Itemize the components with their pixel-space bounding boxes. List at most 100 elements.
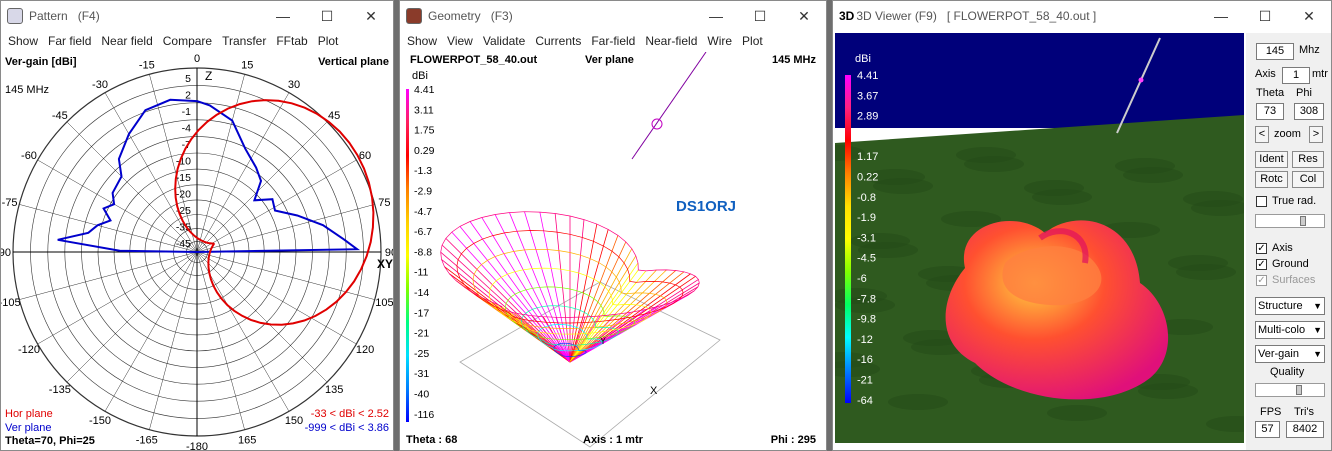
maximize-icon[interactable]: ☐ — [320, 7, 334, 24]
viewer-scale-label: -12 — [857, 334, 873, 346]
axis-label: Axis — [1255, 68, 1276, 80]
close-icon[interactable]: ✕ — [798, 7, 810, 24]
polar-angle-label: 165 — [238, 434, 256, 446]
minimize-icon[interactable]: — — [709, 8, 723, 24]
polar-angle-label: 75 — [378, 197, 390, 209]
gain-label: Ver-gain [dBi] — [5, 56, 77, 68]
fps-value: 57 — [1255, 421, 1280, 438]
top-slider-thumb[interactable] — [1300, 216, 1306, 226]
polar-gain-tick: -4 — [182, 123, 191, 135]
pattern-window: Pattern (F4) — ☐ ✕ Show Far field Near f… — [0, 0, 394, 451]
viewer-scale-label: -3.1 — [857, 232, 876, 244]
freq-label: 145 MHz — [5, 84, 50, 96]
close-icon[interactable]: ✕ — [365, 7, 377, 24]
axis-checkbox[interactable]: ✓ — [1256, 243, 1267, 254]
top-slider[interactable] — [1255, 214, 1325, 228]
axis-input[interactable]: 1 — [1282, 67, 1310, 84]
theta-phi-label: Theta=70, Phi=25 — [5, 435, 95, 447]
polar-spoke — [149, 251, 198, 430]
geo-color-bar — [406, 89, 409, 422]
menu-transfer[interactable]: Transfer — [222, 34, 267, 48]
freq-input[interactable]: 145 — [1256, 43, 1294, 60]
ident-button[interactable]: Ident — [1255, 151, 1288, 168]
antenna-wire — [631, 52, 707, 160]
polar-spoke — [66, 121, 198, 253]
polar-angle-label: -165 — [136, 434, 158, 446]
maximize-icon[interactable]: ☐ — [753, 7, 767, 24]
polar-spoke — [104, 92, 198, 253]
pattern-titlebar[interactable]: Pattern (F4) — ☐ ✕ — [1, 1, 393, 31]
polar-angle-label: -60 — [21, 150, 37, 162]
geometry-theta: Theta : 68 — [406, 434, 458, 446]
menu-far-field[interactable]: Far-field — [591, 34, 636, 48]
geo-scale-label: -11 — [414, 267, 429, 279]
y-axis-label: Y — [600, 336, 607, 346]
quality-slider-thumb[interactable] — [1296, 385, 1302, 395]
axis-unit: mtr — [1312, 68, 1328, 80]
viewer-scene-svg: 4.41 3.67 2.89 2.06 1.17 0.22 -0.8 -1.9 -3.1 -4.5… — [835, 33, 1244, 443]
menu-plot[interactable]: Plot — [742, 34, 763, 48]
freq-unit: Mhz — [1299, 44, 1320, 56]
gain-type-select[interactable]: Ver-gain ▼ — [1255, 345, 1325, 363]
structure-select-value: Structure — [1258, 300, 1303, 312]
geo-scale-label: -21 — [414, 328, 429, 340]
zoom-in-button[interactable]: > — [1309, 126, 1323, 143]
viewer-scale-label: -64 — [857, 395, 873, 407]
geometry-plane: Ver plane — [585, 54, 634, 66]
geometry-titlebar[interactable]: Geometry (F3) — ☐ ✕ — [400, 1, 826, 31]
menu-view[interactable]: View — [447, 34, 473, 48]
pattern-plot-area: 0 15 30 45 60 75 90 105 120 135 150 165 -180 -165 -150… — [1, 52, 393, 450]
polar-angle-label: -45 — [52, 110, 68, 122]
polar-gain-tick: -45 — [176, 238, 191, 250]
x-axis-label: X — [650, 385, 658, 397]
zoom-out-button[interactable]: < — [1255, 126, 1269, 143]
true-rad-checkbox[interactable] — [1256, 196, 1267, 207]
geo-scale-label: -40 — [414, 389, 429, 401]
color-mode-select[interactable]: Multi-colo ▼ — [1255, 321, 1325, 339]
geometry-view[interactable]: 4.41 3.11 1.75 0.29 -1.3 -2.9 -4.7 -6.7 -8.8 -11 -… — [400, 52, 826, 450]
menu-far-field[interactable]: Far field — [48, 34, 92, 48]
viewer-titlebar[interactable]: 3D 3D Viewer (F9) [ FLOWERPOT_58_40.out … — [833, 1, 1331, 31]
geometry-app-icon — [406, 8, 422, 24]
menu-near-field[interactable]: Near-field — [645, 34, 698, 48]
geo-scale-label: 3.11 — [414, 104, 434, 116]
close-icon[interactable]: ✕ — [1303, 7, 1315, 24]
quality-slider[interactable] — [1255, 383, 1325, 397]
minimize-icon[interactable]: — — [276, 8, 290, 24]
viewer-scale-label: -1.9 — [857, 212, 876, 224]
menu-compare[interactable]: Compare — [162, 34, 213, 48]
col-button[interactable]: Col — [1292, 171, 1324, 188]
theta-input[interactable]: 73 — [1256, 103, 1284, 120]
viewer-antenna — [1116, 37, 1161, 134]
structure-select[interactable]: Structure ▼ — [1255, 297, 1325, 315]
menu-fftab[interactable]: FFtab — [276, 34, 308, 48]
pattern-mesh-ring — [553, 342, 587, 357]
geo-scale-label: 0.29 — [414, 145, 435, 157]
ground-texture — [941, 211, 1001, 227]
ground-texture — [1153, 319, 1213, 335]
ground-texture — [1168, 255, 1228, 271]
menu-plot[interactable]: Plot — [317, 34, 339, 48]
pattern-fold — [1038, 228, 1089, 264]
polar-angle-label: 15 — [241, 60, 253, 72]
surfaces-checkbox[interactable]: ✓ — [1256, 275, 1267, 286]
maximize-icon[interactable]: ☐ — [1258, 7, 1272, 24]
menu-near-field[interactable]: Near field — [101, 34, 153, 48]
res-button[interactable]: Res — [1292, 151, 1324, 168]
viewer-3d-scene[interactable]: 4.41 3.67 2.89 2.06 1.17 0.22 -0.8 -1.9 -3.1 -4.5… — [835, 33, 1244, 443]
ground-checkbox[interactable]: ✓ — [1256, 259, 1267, 270]
geometry-menubar: Show View Validate Currents Far-field Ne… — [400, 31, 826, 51]
pattern-mesh-ring — [488, 267, 652, 335]
menu-currents[interactable]: Currents — [535, 34, 582, 48]
menu-show[interactable]: Show — [8, 34, 39, 48]
ground-texture — [1115, 158, 1175, 174]
viewer-scale-label: 1.17 — [857, 151, 878, 163]
menu-wire[interactable]: Wire — [707, 34, 733, 48]
phi-input[interactable]: 308 — [1294, 103, 1324, 120]
minimize-icon[interactable]: — — [1214, 8, 1228, 24]
polar-angle-label: -180 — [186, 441, 208, 450]
menu-validate[interactable]: Validate — [482, 34, 526, 48]
geo-scale-label: -2.9 — [414, 186, 432, 198]
menu-show[interactable]: Show — [407, 34, 438, 48]
rotc-button[interactable]: Rotc — [1255, 171, 1288, 188]
